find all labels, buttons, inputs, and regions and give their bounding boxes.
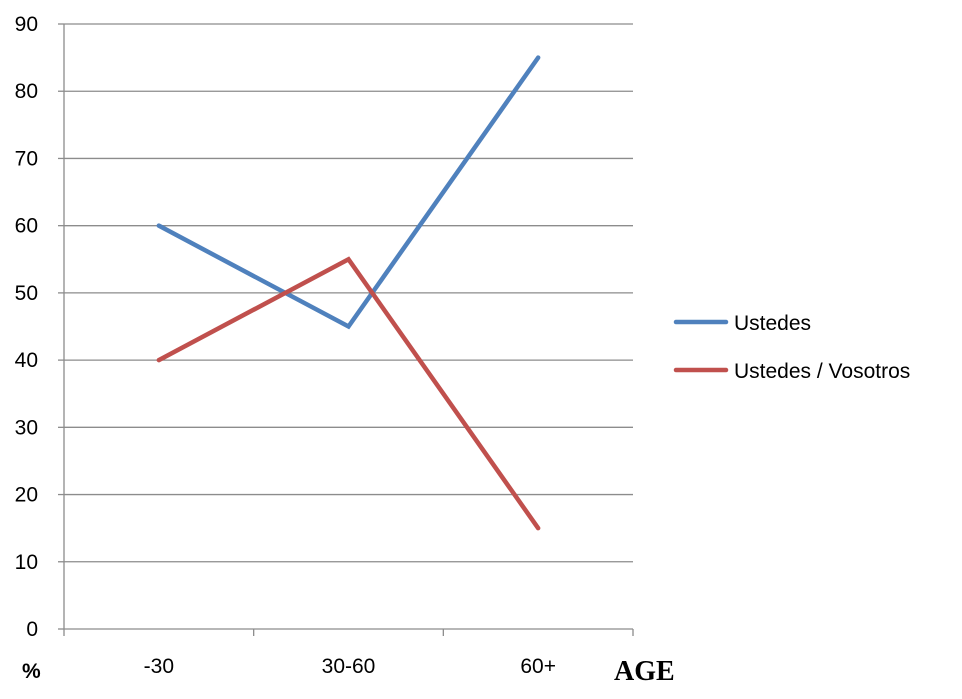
y-tick-label: 40 — [15, 349, 38, 372]
series-line-ustedes-vosotros — [159, 259, 538, 528]
legend-label: Ustedes / Vosotros — [734, 360, 910, 383]
y-tick-label: 0 — [26, 618, 38, 641]
y-tick-label: 80 — [15, 80, 38, 103]
y-tick-label: 70 — [15, 147, 38, 170]
y-tick-label: 90 — [15, 13, 38, 36]
axes — [58, 24, 633, 636]
y-tick-label: 60 — [15, 215, 38, 238]
x-tick-label: 60+ — [520, 655, 556, 678]
x-tick-label: 30-60 — [322, 655, 376, 678]
tick-labels: 0 10 20 30 40 50 60 70 80 90 -30 30-60 60+ — [15, 13, 556, 678]
x-tick-label: -30 — [144, 655, 174, 678]
y-tick-label: 20 — [15, 484, 38, 507]
y-tick-label: 50 — [15, 282, 38, 305]
gridlines — [64, 24, 633, 562]
y-tick-label: 30 — [15, 416, 38, 439]
legend: Ustedes Ustedes / Vosotros — [676, 312, 910, 383]
x-axis-title: AGE — [614, 656, 675, 687]
y-axis-unit-label: % — [22, 660, 41, 683]
y-tick-label: 10 — [15, 551, 38, 574]
legend-label: Ustedes — [734, 312, 811, 335]
series-line-ustedes — [159, 58, 538, 327]
